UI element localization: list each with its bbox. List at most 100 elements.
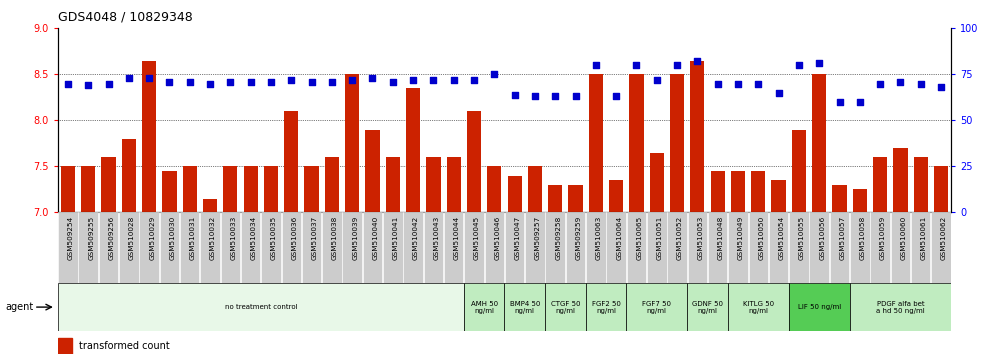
- Text: GSM510030: GSM510030: [169, 216, 175, 260]
- Point: [730, 81, 746, 86]
- Point: [101, 81, 117, 86]
- Bar: [528, 166, 542, 212]
- Bar: [79, 212, 98, 283]
- Point: [628, 62, 644, 68]
- Bar: [366, 130, 379, 212]
- Text: GSM510039: GSM510039: [353, 216, 359, 260]
- Point: [222, 79, 238, 85]
- Bar: [873, 157, 887, 212]
- Bar: [302, 212, 322, 283]
- Bar: [325, 157, 339, 212]
- Text: GSM509257: GSM509257: [535, 216, 541, 260]
- Point: [527, 93, 543, 99]
- Text: GSM510032: GSM510032: [210, 216, 216, 260]
- Bar: [545, 283, 586, 331]
- Text: GSM510064: GSM510064: [617, 216, 622, 260]
- Bar: [159, 212, 179, 283]
- Bar: [343, 212, 362, 283]
- Point: [486, 72, 502, 77]
- Bar: [772, 180, 786, 212]
- Bar: [566, 212, 586, 283]
- Text: GSM510047: GSM510047: [515, 216, 521, 260]
- Bar: [586, 283, 626, 331]
- Bar: [102, 157, 116, 212]
- Point: [771, 90, 787, 96]
- Point: [345, 77, 361, 83]
- Bar: [182, 166, 197, 212]
- Bar: [200, 212, 220, 283]
- Bar: [505, 212, 524, 283]
- Text: GSM510057: GSM510057: [840, 216, 846, 260]
- Bar: [203, 199, 217, 212]
- Text: GSM510048: GSM510048: [718, 216, 724, 260]
- Bar: [690, 61, 704, 212]
- Bar: [833, 185, 847, 212]
- Bar: [586, 212, 606, 283]
- Point: [933, 84, 949, 90]
- Text: FGF2 50
ng/ml: FGF2 50 ng/ml: [592, 301, 621, 314]
- Bar: [485, 212, 504, 283]
- Text: PDGF alfa bet
a hd 50 ng/ml: PDGF alfa bet a hd 50 ng/ml: [876, 301, 925, 314]
- Point: [791, 62, 807, 68]
- Text: GSM510040: GSM510040: [373, 216, 378, 260]
- Bar: [751, 171, 765, 212]
- Text: GSM509255: GSM509255: [89, 216, 95, 260]
- Bar: [609, 180, 623, 212]
- Bar: [626, 212, 646, 283]
- Text: GSM509256: GSM509256: [109, 216, 115, 260]
- Text: GSM510049: GSM510049: [738, 216, 744, 260]
- Bar: [345, 74, 360, 212]
- Text: FGF7 50
ng/ml: FGF7 50 ng/ml: [642, 301, 671, 314]
- Bar: [629, 74, 643, 212]
- Point: [588, 62, 604, 68]
- Bar: [548, 185, 563, 212]
- Bar: [363, 212, 382, 283]
- Point: [750, 81, 766, 86]
- Bar: [505, 283, 545, 331]
- Point: [283, 77, 299, 83]
- Bar: [508, 176, 522, 212]
- Bar: [830, 212, 850, 283]
- Bar: [58, 283, 464, 331]
- Bar: [769, 212, 789, 283]
- Point: [81, 82, 97, 88]
- Text: GDNF 50
ng/ml: GDNF 50 ng/ml: [692, 301, 723, 314]
- Bar: [446, 157, 461, 212]
- Bar: [305, 166, 319, 212]
- Point: [892, 79, 908, 85]
- Text: AMH 50
ng/ml: AMH 50 ng/ml: [470, 301, 498, 314]
- Bar: [728, 212, 748, 283]
- Point: [365, 75, 380, 81]
- Text: GSM509254: GSM509254: [68, 216, 74, 260]
- Point: [832, 99, 848, 105]
- Point: [466, 77, 482, 83]
- Bar: [241, 212, 260, 283]
- Text: GDS4048 / 10829348: GDS4048 / 10829348: [58, 11, 192, 24]
- Bar: [162, 171, 176, 212]
- Bar: [423, 212, 443, 283]
- Bar: [789, 212, 809, 283]
- Text: GSM510052: GSM510052: [677, 216, 683, 260]
- Bar: [61, 166, 75, 212]
- Text: GSM510037: GSM510037: [312, 216, 318, 260]
- Bar: [264, 166, 278, 212]
- Bar: [934, 166, 948, 212]
- Text: GSM510036: GSM510036: [291, 216, 297, 260]
- Text: GSM510046: GSM510046: [494, 216, 500, 260]
- Bar: [406, 88, 420, 212]
- Point: [60, 81, 76, 86]
- Bar: [322, 212, 342, 283]
- Bar: [525, 212, 545, 283]
- Bar: [931, 212, 951, 283]
- Bar: [467, 111, 481, 212]
- Bar: [850, 212, 870, 283]
- Text: GSM510034: GSM510034: [251, 216, 257, 260]
- Bar: [626, 283, 687, 331]
- Bar: [223, 166, 237, 212]
- Point: [324, 79, 340, 85]
- Bar: [58, 212, 78, 283]
- Text: CTGF 50
ng/ml: CTGF 50 ng/ml: [551, 301, 580, 314]
- Text: BMP4 50
ng/ml: BMP4 50 ng/ml: [510, 301, 540, 314]
- Bar: [812, 74, 827, 212]
- Bar: [122, 139, 135, 212]
